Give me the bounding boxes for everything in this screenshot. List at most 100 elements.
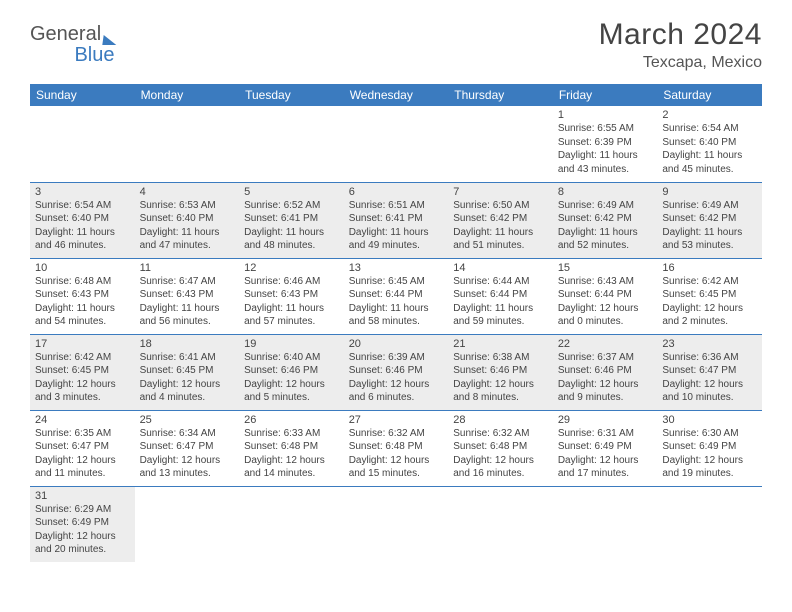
- day1-text: Daylight: 12 hours: [453, 378, 548, 392]
- sunset-text: Sunset: 6:48 PM: [453, 440, 548, 454]
- day2-text: and 15 minutes.: [349, 467, 444, 481]
- header-row: General Blue March 2024 Texcapa, Mexico: [30, 18, 762, 72]
- logo-part1: General: [30, 23, 101, 45]
- day2-text: and 17 minutes.: [558, 467, 653, 481]
- calendar-cell: 14Sunrise: 6:44 AMSunset: 6:44 PMDayligh…: [448, 258, 553, 334]
- calendar-cell: 30Sunrise: 6:30 AMSunset: 6:49 PMDayligh…: [657, 410, 762, 486]
- sunrise-text: Sunrise: 6:43 AM: [558, 275, 653, 289]
- calendar-cell: [657, 486, 762, 562]
- day2-text: and 3 minutes.: [35, 391, 130, 405]
- day-header: Monday: [135, 84, 240, 106]
- calendar-cell: [30, 106, 135, 182]
- sunset-text: Sunset: 6:44 PM: [558, 288, 653, 302]
- sunset-text: Sunset: 6:49 PM: [35, 516, 130, 530]
- sunset-text: Sunset: 6:44 PM: [349, 288, 444, 302]
- calendar-cell: 8Sunrise: 6:49 AMSunset: 6:42 PMDaylight…: [553, 182, 658, 258]
- sunset-text: Sunset: 6:45 PM: [35, 364, 130, 378]
- location: Texcapa, Mexico: [599, 54, 762, 72]
- day1-text: Daylight: 12 hours: [35, 378, 130, 392]
- day-number: 7: [453, 186, 548, 199]
- sunset-text: Sunset: 6:49 PM: [558, 440, 653, 454]
- sunrise-text: Sunrise: 6:49 AM: [662, 199, 757, 213]
- calendar-cell: [553, 486, 658, 562]
- day2-text: and 5 minutes.: [244, 391, 339, 405]
- day1-text: Daylight: 12 hours: [558, 454, 653, 468]
- day1-text: Daylight: 11 hours: [140, 226, 235, 240]
- sunrise-text: Sunrise: 6:39 AM: [349, 351, 444, 365]
- calendar-cell: [344, 486, 449, 562]
- sunrise-text: Sunrise: 6:42 AM: [662, 275, 757, 289]
- day1-text: Daylight: 12 hours: [349, 378, 444, 392]
- day1-text: Daylight: 12 hours: [244, 454, 339, 468]
- calendar-cell: 4Sunrise: 6:53 AMSunset: 6:40 PMDaylight…: [135, 182, 240, 258]
- sunrise-text: Sunrise: 6:54 AM: [662, 122, 757, 136]
- sunset-text: Sunset: 6:46 PM: [453, 364, 548, 378]
- day1-text: Daylight: 12 hours: [140, 454, 235, 468]
- sunrise-text: Sunrise: 6:37 AM: [558, 351, 653, 365]
- sunset-text: Sunset: 6:47 PM: [140, 440, 235, 454]
- calendar-cell: 29Sunrise: 6:31 AMSunset: 6:49 PMDayligh…: [553, 410, 658, 486]
- sunset-text: Sunset: 6:46 PM: [349, 364, 444, 378]
- day1-text: Daylight: 12 hours: [558, 378, 653, 392]
- day2-text: and 48 minutes.: [244, 239, 339, 253]
- day-header: Tuesday: [239, 84, 344, 106]
- day-header: Thursday: [448, 84, 553, 106]
- day-number: 29: [558, 414, 653, 427]
- day-number: 20: [349, 338, 444, 351]
- sunrise-text: Sunrise: 6:38 AM: [453, 351, 548, 365]
- day-number: 12: [244, 262, 339, 275]
- day2-text: and 10 minutes.: [662, 391, 757, 405]
- sunset-text: Sunset: 6:48 PM: [349, 440, 444, 454]
- sunset-text: Sunset: 6:39 PM: [558, 136, 653, 150]
- calendar-cell: 2Sunrise: 6:54 AMSunset: 6:40 PMDaylight…: [657, 106, 762, 182]
- day-number: 27: [349, 414, 444, 427]
- day2-text: and 54 minutes.: [35, 315, 130, 329]
- day2-text: and 0 minutes.: [558, 315, 653, 329]
- day2-text: and 52 minutes.: [558, 239, 653, 253]
- sunset-text: Sunset: 6:42 PM: [453, 212, 548, 226]
- day2-text: and 19 minutes.: [662, 467, 757, 481]
- day2-text: and 14 minutes.: [244, 467, 339, 481]
- sunrise-text: Sunrise: 6:48 AM: [35, 275, 130, 289]
- sunrise-text: Sunrise: 6:34 AM: [140, 427, 235, 441]
- day-number: 21: [453, 338, 548, 351]
- day1-text: Daylight: 12 hours: [662, 378, 757, 392]
- sunrise-text: Sunrise: 6:31 AM: [558, 427, 653, 441]
- sunset-text: Sunset: 6:41 PM: [244, 212, 339, 226]
- day-header: Friday: [553, 84, 658, 106]
- calendar-cell: 3Sunrise: 6:54 AMSunset: 6:40 PMDaylight…: [30, 182, 135, 258]
- sunrise-text: Sunrise: 6:41 AM: [140, 351, 235, 365]
- sunset-text: Sunset: 6:46 PM: [558, 364, 653, 378]
- day2-text: and 11 minutes.: [35, 467, 130, 481]
- day-number: 17: [35, 338, 130, 351]
- logo-sail-icon: [102, 35, 117, 45]
- calendar-cell: 17Sunrise: 6:42 AMSunset: 6:45 PMDayligh…: [30, 334, 135, 410]
- calendar-cell: [135, 106, 240, 182]
- day1-text: Daylight: 11 hours: [558, 149, 653, 163]
- sunrise-text: Sunrise: 6:54 AM: [35, 199, 130, 213]
- day-number: 18: [140, 338, 235, 351]
- day2-text: and 6 minutes.: [349, 391, 444, 405]
- day-number: 22: [558, 338, 653, 351]
- calendar-cell: 5Sunrise: 6:52 AMSunset: 6:41 PMDaylight…: [239, 182, 344, 258]
- day2-text: and 20 minutes.: [35, 543, 130, 557]
- day-header: Wednesday: [344, 84, 449, 106]
- day1-text: Daylight: 12 hours: [662, 454, 757, 468]
- calendar-cell: 15Sunrise: 6:43 AMSunset: 6:44 PMDayligh…: [553, 258, 658, 334]
- calendar-cell: 31Sunrise: 6:29 AMSunset: 6:49 PMDayligh…: [30, 486, 135, 562]
- day1-text: Daylight: 12 hours: [558, 302, 653, 316]
- day-header: Saturday: [657, 84, 762, 106]
- sunset-text: Sunset: 6:40 PM: [662, 136, 757, 150]
- calendar-cell: 9Sunrise: 6:49 AMSunset: 6:42 PMDaylight…: [657, 182, 762, 258]
- sunrise-text: Sunrise: 6:36 AM: [662, 351, 757, 365]
- sunset-text: Sunset: 6:41 PM: [349, 212, 444, 226]
- sunset-text: Sunset: 6:45 PM: [662, 288, 757, 302]
- sunrise-text: Sunrise: 6:29 AM: [35, 503, 130, 517]
- day1-text: Daylight: 12 hours: [140, 378, 235, 392]
- day-number: 1: [558, 109, 653, 122]
- sunrise-text: Sunrise: 6:32 AM: [453, 427, 548, 441]
- sunrise-text: Sunrise: 6:51 AM: [349, 199, 444, 213]
- sunset-text: Sunset: 6:42 PM: [662, 212, 757, 226]
- day2-text: and 59 minutes.: [453, 315, 548, 329]
- day2-text: and 56 minutes.: [140, 315, 235, 329]
